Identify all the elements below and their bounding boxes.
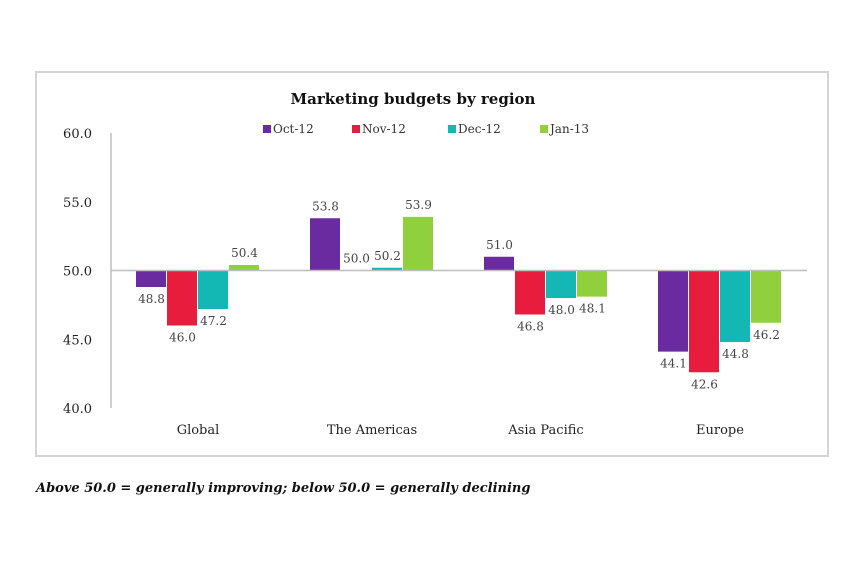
- y-tick-label: 45.0: [63, 333, 92, 348]
- bar-oct-12: [484, 256, 514, 271]
- legend-swatch-dec-12: [448, 125, 456, 133]
- data-label: 46.0: [169, 331, 196, 345]
- data-label: 46.2: [753, 328, 780, 342]
- bar-jan-13: [229, 265, 259, 271]
- bar-oct-12: [136, 270, 166, 287]
- bar-nov-12: [689, 270, 719, 373]
- data-label: 48.8: [138, 292, 165, 306]
- data-label: 47.2: [200, 314, 227, 328]
- data-label: 50.0: [343, 252, 370, 266]
- y-tick-label: 55.0: [63, 196, 92, 211]
- data-label: 53.8: [312, 199, 339, 213]
- bar-dec-12: [720, 270, 750, 342]
- bar-dec-12: [546, 270, 576, 298]
- bar-dec-12: [372, 267, 402, 271]
- x-category-label: Europe: [696, 423, 744, 438]
- legend-swatch-oct-12: [263, 125, 271, 133]
- bar-oct-12: [658, 270, 688, 352]
- data-label: 48.1: [579, 302, 606, 316]
- x-category-label: The Americas: [327, 423, 417, 438]
- legend-swatch-nov-12: [352, 125, 360, 133]
- bar-nov-12: [167, 270, 197, 326]
- x-category-label: Asia Pacific: [507, 423, 583, 438]
- legend-label: Dec-12: [458, 122, 501, 136]
- footnote: Above 50.0 = generally improving; below …: [36, 481, 531, 496]
- y-tick-label: 40.0: [63, 402, 92, 417]
- bar-jan-13: [751, 270, 781, 323]
- bar-oct-12: [310, 218, 340, 271]
- legend-swatch-jan-13: [540, 125, 548, 133]
- data-label: 48.0: [548, 303, 575, 317]
- chart-frame: [35, 71, 829, 457]
- y-tick-label: 60.0: [63, 127, 92, 142]
- chart-title: Marketing budgets by region: [291, 90, 536, 108]
- legend-label: Jan-13: [548, 122, 589, 136]
- data-label: 42.6: [691, 377, 718, 391]
- data-label: 44.8: [722, 347, 749, 361]
- y-tick-label: 50.0: [63, 265, 92, 280]
- data-label: 46.8: [517, 320, 544, 334]
- data-label: 53.9: [405, 198, 432, 212]
- bar-nov-12: [515, 270, 545, 315]
- bar-jan-13: [403, 216, 433, 271]
- legend-label: Nov-12: [362, 122, 406, 136]
- data-label: 44.1: [660, 357, 687, 371]
- data-label: 51.0: [486, 238, 513, 252]
- bar-jan-13: [577, 270, 607, 297]
- legend-label: Oct-12: [273, 122, 314, 136]
- bar-dec-12: [198, 270, 228, 309]
- x-category-label: Global: [177, 423, 220, 438]
- data-label: 50.4: [231, 246, 258, 260]
- data-label: 50.2: [374, 249, 401, 263]
